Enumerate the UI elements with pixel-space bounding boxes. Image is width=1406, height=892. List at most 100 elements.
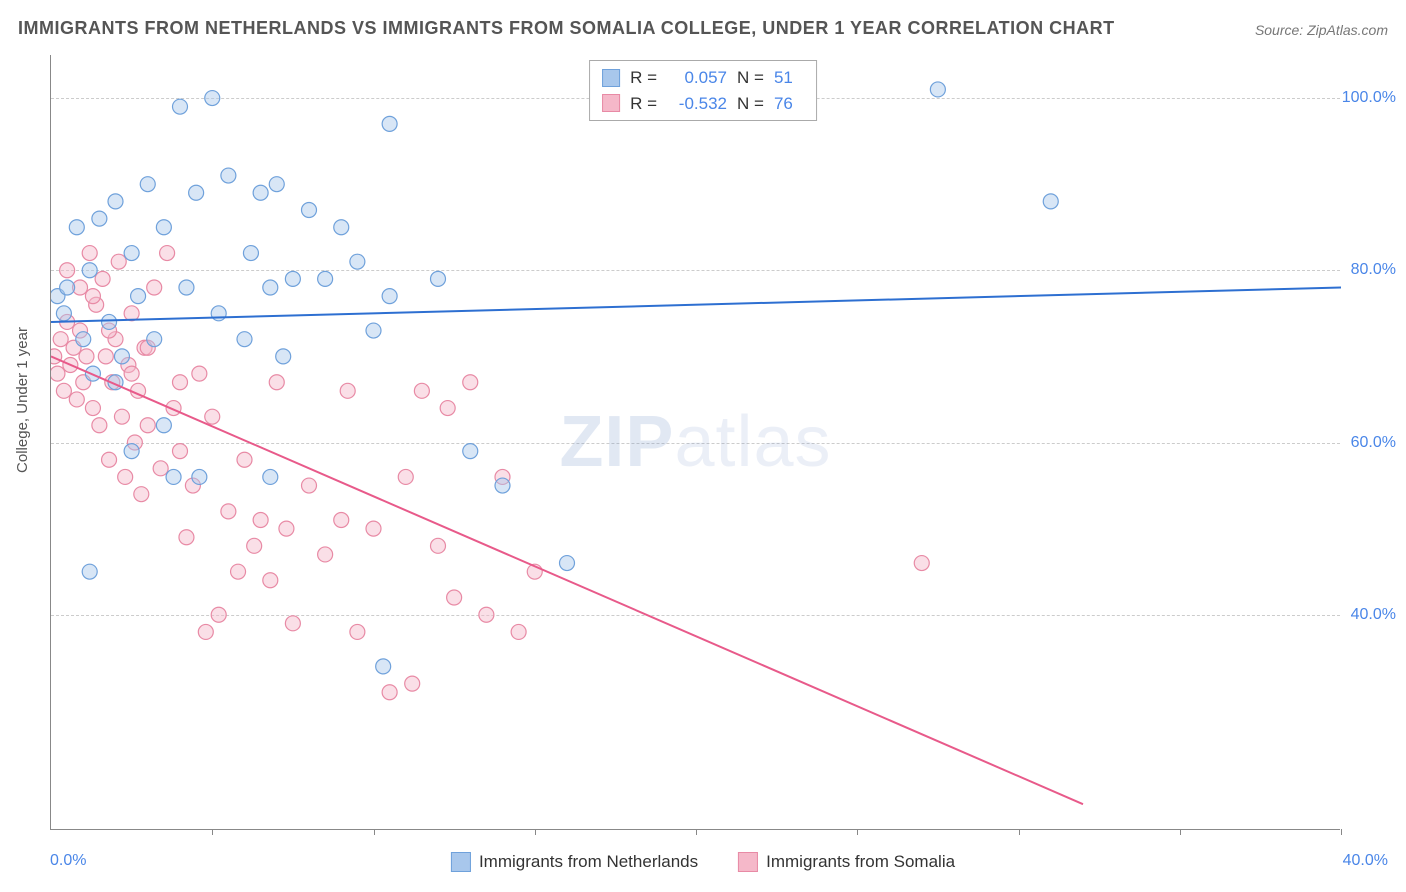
y-tick-label: 40.0% [1351,606,1396,624]
scatter-point [511,624,526,639]
scatter-point [221,504,236,519]
scatter-point [102,314,117,329]
scatter-point [237,332,252,347]
scatter-point [82,263,97,278]
scatter-point [92,418,107,433]
scatter-point [914,556,929,571]
r-value-netherlands: 0.057 [667,65,727,91]
legend-row-netherlands: R = 0.057 N = 51 [602,65,804,91]
scatter-point [114,349,129,364]
r-label: R = [630,91,657,117]
regression-line [51,288,1341,322]
scatter-point [198,624,213,639]
y-axis-label: College, Under 1 year [14,327,31,473]
scatter-point [382,289,397,304]
scatter-point [69,392,84,407]
scatter-point [318,271,333,286]
scatter-point [350,254,365,269]
n-value-netherlands: 51 [774,65,804,91]
scatter-point [160,246,175,261]
scatter-point [85,289,100,304]
swatch-netherlands [602,69,620,87]
scatter-point [366,323,381,338]
scatter-point [302,478,317,493]
y-tick-label: 80.0% [1351,261,1396,279]
swatch-somalia [602,94,620,112]
legend-item-somalia: Immigrants from Somalia [738,852,955,872]
scatter-point [243,246,258,261]
scatter-point [140,177,155,192]
scatter-point [124,246,139,261]
plot-area: ZIPatlas [50,55,1340,830]
legend-item-netherlands: Immigrants from Netherlands [451,852,698,872]
scatter-point [192,469,207,484]
scatter-point [69,220,84,235]
scatter-point [114,409,129,424]
swatch-netherlands-icon [451,852,471,872]
regression-line [51,356,1083,804]
scatter-point [431,538,446,553]
scatter-point [930,82,945,97]
scatter-point [118,469,133,484]
scatter-point [269,177,284,192]
scatter-point [134,487,149,502]
scatter-point [98,349,113,364]
scatter-point [269,375,284,390]
scatter-point [237,452,252,467]
scatter-point [60,263,75,278]
chart-title: IMMIGRANTS FROM NETHERLANDS VS IMMIGRANT… [18,18,1115,39]
scatter-point [79,349,94,364]
scatter-point [279,521,294,536]
scatter-point [173,444,188,459]
scatter-point [247,538,262,553]
scatter-point [189,185,204,200]
scatter-point [56,306,71,321]
scatter-point [124,366,139,381]
scatter-point [495,478,510,493]
scatter-point [82,246,97,261]
scatter-point [318,547,333,562]
legend-label-somalia: Immigrants from Somalia [766,852,955,872]
scatter-point [253,185,268,200]
swatch-somalia-icon [738,852,758,872]
x-tick-max: 40.0% [1343,852,1388,870]
x-tick-zero: 0.0% [50,852,86,870]
scatter-point [221,168,236,183]
series-legend: Immigrants from Netherlands Immigrants f… [451,852,955,872]
scatter-point [147,280,162,295]
scatter-point [479,607,494,622]
scatter-point [414,383,429,398]
scatter-point [253,513,268,528]
scatter-point [285,616,300,631]
legend-label-netherlands: Immigrants from Netherlands [479,852,698,872]
scatter-point [53,332,68,347]
scatter-point [192,366,207,381]
r-value-somalia: -0.532 [667,91,727,117]
scatter-point [263,469,278,484]
scatter-point [60,280,75,295]
scatter-point [147,332,162,347]
scatter-point [340,383,355,398]
scatter-point [111,254,126,269]
scatter-point [302,203,317,218]
scatter-point [131,289,146,304]
scatter-point [382,685,397,700]
n-label: N = [737,65,764,91]
scatter-point [276,349,291,364]
scatter-point [376,659,391,674]
scatter-point [263,280,278,295]
scatter-point [153,461,168,476]
scatter-point [76,332,91,347]
scatter-point [205,91,220,106]
scatter-point [382,116,397,131]
correlation-legend: R = 0.057 N = 51 R = -0.532 N = 76 [589,60,817,121]
scatter-point [405,676,420,691]
scatter-point [263,573,278,588]
scatter-point [124,306,139,321]
scatter-point [56,383,71,398]
scatter-point [92,211,107,226]
n-value-somalia: 76 [774,91,804,117]
scatter-point [179,530,194,545]
scatter-point [366,521,381,536]
scatter-point [85,401,100,416]
